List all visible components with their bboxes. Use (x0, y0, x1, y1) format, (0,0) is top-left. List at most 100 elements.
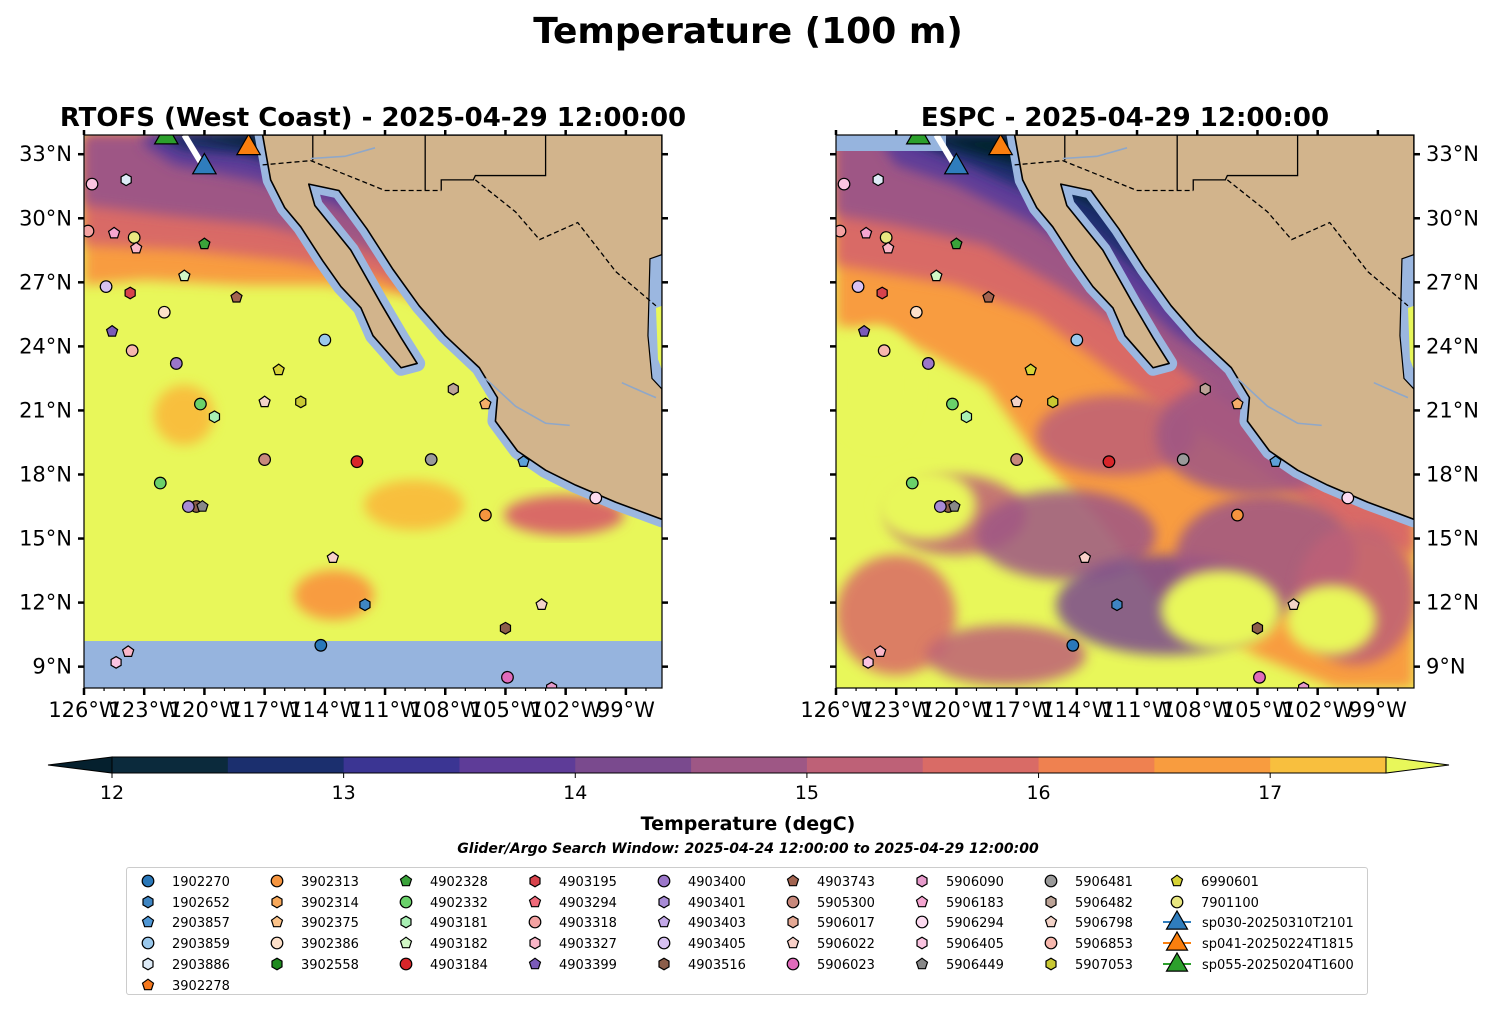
argo-float-4903743 (982, 290, 995, 303)
argo-float-4903400 (169, 357, 183, 370)
legend-label: 3902558 (301, 958, 359, 973)
warm-patch (836, 325, 916, 445)
legend-label: 4903403 (688, 916, 746, 931)
argo-float-4903295 (124, 286, 136, 300)
colorbar: 12 13 14 15 16 17 (47, 756, 1450, 804)
legend: 1902270 1902652 2903857 2903859 2903886 39022… (141, 874, 1354, 994)
lon-tick-label: 99°W (597, 698, 655, 722)
argo-float-4902332 (946, 397, 959, 411)
argo-float-4903327b (873, 645, 887, 658)
legend-marker-circle (399, 957, 413, 971)
argo-float-1902270 (314, 638, 328, 652)
argo-float-3902313 (478, 508, 492, 522)
colorbar-segment (112, 757, 229, 773)
lat-tick-label: 24°N (1426, 334, 1479, 358)
legend-marker-pentagon (786, 874, 800, 887)
legend-label: 5906022 (817, 937, 875, 952)
no-data-region (84, 641, 662, 688)
glider-sp041-20250224T1815 (987, 135, 1014, 156)
argo-float-5906853 (877, 344, 891, 358)
lat-tick-label: 15°N (19, 527, 72, 551)
colorbar-segment (1154, 757, 1271, 773)
argo-float-5906405 (85, 177, 99, 191)
legend-label: 1902652 (172, 896, 230, 911)
legend-marker-pentagon (141, 978, 155, 991)
legend-label: 4902332 (430, 896, 488, 911)
argo-float-4903327 (881, 241, 895, 254)
argo-float-4903184 (350, 455, 364, 469)
legend-label: 2903886 (172, 958, 230, 973)
lon-tick-label: 105°W (470, 698, 542, 722)
temperature-field (836, 135, 1414, 688)
argo-float-4903184 (1102, 455, 1116, 469)
legend-marker-hexagon (142, 957, 154, 971)
argo-float-5906023 (501, 670, 514, 684)
argo-float-4903516b (1251, 621, 1264, 635)
legend-label: 4903405 (688, 937, 746, 952)
legend-label: 4903318 (559, 916, 617, 931)
colorbar-segment (691, 757, 808, 773)
legend-label: 4903327 (559, 937, 617, 952)
argo-float-5906798b (535, 598, 548, 611)
argo-float-3902375 (479, 397, 492, 410)
legend-label: sp030-20250310T2101 (1202, 916, 1354, 931)
lon-tick-label: 123°W (109, 698, 181, 722)
legend-label: 2903859 (172, 937, 230, 952)
gulf-warm-water (655, 305, 662, 370)
lat-tick-label: 27°N (1426, 270, 1479, 294)
legend-label: 5906405 (946, 937, 1004, 952)
legend-label: 1902270 (172, 875, 230, 890)
legend-marker-circle (1044, 874, 1058, 888)
argo-float-5906022 (1078, 551, 1092, 564)
lat-tick-label: 18°N (1426, 462, 1479, 486)
panel-title-rtofs: RTOFS (West Coast) - 2025-04-29 12:00:00 (60, 103, 686, 133)
legend-label: 3902375 (301, 916, 359, 931)
lon-tick-label: 105°W (1222, 698, 1294, 722)
legend-marker-circle (141, 874, 155, 888)
lat-tick-label: 9°N (32, 655, 72, 679)
lat-tick-label: 9°N (1426, 655, 1466, 679)
colorbar-tick-label: 17 (1258, 782, 1282, 804)
argo-float-7901100 (879, 231, 893, 244)
land (261, 135, 662, 521)
legend-marker-pentagon (528, 895, 542, 908)
argo-float-7901100 (127, 231, 141, 244)
argo-float-5906798b (1287, 598, 1300, 611)
legend-marker-pentagon (399, 874, 413, 887)
legend-label: 4903400 (688, 875, 746, 890)
legend-marker-pentagon (915, 957, 929, 970)
map-panel-espc: 126°W123°W120°W117°W114°W111°W108°W105°W… (800, 130, 1479, 722)
glider-track (181, 135, 205, 167)
lon-tick-label: 126°W (800, 698, 872, 722)
lat-tick-label: 15°N (1426, 527, 1479, 551)
legend-label: 4902328 (430, 875, 488, 890)
temperature-patch (836, 555, 956, 675)
argo-float-5906482 (447, 382, 459, 396)
lat-tick-label: 12°N (19, 591, 72, 615)
colorbar-segment (1038, 757, 1155, 773)
colorbar-label: Temperature (degC) (641, 813, 856, 835)
legend-marker-triangle (1165, 909, 1189, 930)
legend-label: 4903195 (559, 875, 617, 890)
colorbar-tick-label: 14 (563, 782, 587, 804)
legend-marker-hexagon (658, 957, 670, 971)
legend-marker-circle (657, 936, 671, 950)
state-border (1192, 135, 1299, 191)
us-mexico-border (1226, 179, 1409, 307)
legend-label: 4903401 (688, 896, 746, 911)
legend-marker-circle (786, 895, 800, 909)
lon-tick-label: 108°W (410, 698, 482, 722)
colorbar-tick-label: 12 (100, 782, 124, 804)
legend-label: 4903743 (817, 875, 875, 890)
glider-sp055-20250204T1600 (153, 135, 180, 145)
lon-tick-label: 102°W (1282, 698, 1354, 722)
colorbar-tick-label: 13 (332, 782, 356, 804)
legend-marker-hexagon (1045, 895, 1057, 909)
argo-float-4903318 (836, 224, 847, 238)
legend-marker-pentagon (270, 915, 284, 928)
argo-float-1902652 (1269, 455, 1282, 467)
legend-marker-hexagon (529, 936, 541, 950)
lon-tick-label: 111°W (1101, 698, 1173, 722)
argo-float-3902313 (1230, 508, 1244, 522)
river (484, 377, 570, 427)
